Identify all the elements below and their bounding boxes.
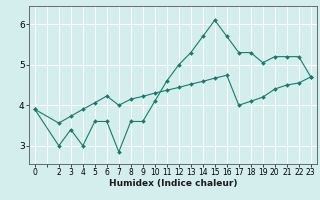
X-axis label: Humidex (Indice chaleur): Humidex (Indice chaleur) [108,179,237,188]
